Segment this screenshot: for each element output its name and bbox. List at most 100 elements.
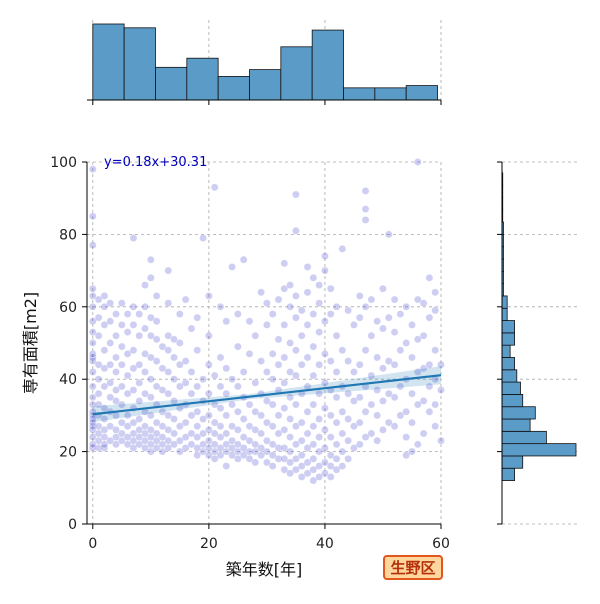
scatter-point <box>379 284 387 293</box>
scatter-point <box>390 295 399 304</box>
scatter-point <box>117 418 126 427</box>
scatter-point <box>303 429 312 438</box>
scatter-point <box>216 404 225 413</box>
scatter-point <box>112 353 120 362</box>
scatter-point <box>326 433 335 441</box>
scatter-point <box>146 331 155 340</box>
scatter-point <box>315 299 323 308</box>
scatter-point <box>228 263 236 271</box>
scatter-point <box>94 375 103 384</box>
scatter-point <box>297 473 306 481</box>
scatter-point <box>239 444 248 452</box>
scatter-point <box>321 404 329 413</box>
scatter-point <box>326 451 335 460</box>
scatter-point <box>170 415 178 423</box>
scatter-point <box>117 360 126 369</box>
scatter-point <box>146 313 155 322</box>
scatter-point <box>292 422 300 431</box>
y-tick-label: 80 <box>59 227 77 243</box>
scatter-point <box>234 342 242 351</box>
scatter-point <box>193 444 202 452</box>
scatter-point <box>245 350 254 358</box>
scatter-point <box>234 407 242 416</box>
scatter-point <box>384 357 393 365</box>
scatter-point <box>384 230 393 239</box>
marginal-y-histogram <box>501 172 577 481</box>
scatter-point <box>181 295 190 304</box>
scatter-point <box>141 422 149 431</box>
scatter-point <box>263 299 271 308</box>
x-hist-bar <box>186 57 219 101</box>
scatter-point <box>263 418 271 427</box>
scatter-point <box>384 389 393 398</box>
scatter-point <box>170 429 178 438</box>
scatter-point <box>315 473 323 481</box>
scatter-point <box>210 440 219 449</box>
scatter-point <box>321 378 329 387</box>
scatter-point <box>234 382 242 391</box>
scatter-point <box>309 400 318 409</box>
scatter-point <box>413 440 422 449</box>
y-hist-bar <box>501 369 518 383</box>
scatter-point <box>123 371 132 380</box>
scatter-point <box>117 400 126 409</box>
scatter-point <box>176 339 184 347</box>
y-tick-label: 60 <box>59 300 77 316</box>
scatter-point <box>309 476 318 485</box>
scatter-point <box>146 255 155 264</box>
scatter-point <box>100 364 109 373</box>
y-hist-bar <box>501 295 508 309</box>
scatter-point <box>425 273 434 282</box>
scatter-point <box>251 331 260 340</box>
scatter-point <box>135 378 144 387</box>
scatter-point <box>170 375 178 384</box>
scatter-point <box>251 407 260 416</box>
scatter-point <box>425 360 434 369</box>
scatter-point <box>106 299 115 308</box>
scatter-point <box>152 292 161 300</box>
regression-equation: y=0.18x+30.31 <box>104 155 207 170</box>
scatter-point <box>187 368 196 376</box>
scatter-point <box>152 335 161 344</box>
scatter-point <box>332 418 341 427</box>
scatter-point <box>419 299 428 308</box>
scatter-point <box>413 158 422 166</box>
scatter-point <box>176 422 184 431</box>
scatter-point <box>164 389 173 398</box>
scatter-point <box>402 302 411 311</box>
scatter-point <box>292 454 300 463</box>
scatter-point <box>280 465 289 474</box>
scatter-point <box>321 444 329 452</box>
scatter-point <box>286 393 294 402</box>
scatter-point <box>315 281 323 289</box>
scatter-point <box>373 317 382 326</box>
x-hist-bar <box>155 66 188 101</box>
scatter-point <box>274 360 283 369</box>
scatter-point <box>355 360 364 369</box>
scatter-point <box>100 292 109 300</box>
scatter-point <box>205 436 213 445</box>
scatter-point <box>94 422 103 431</box>
y-hist-bar <box>501 430 547 445</box>
scatter-point <box>419 364 428 373</box>
scatter-point <box>257 357 265 365</box>
scatter-point <box>408 353 416 362</box>
scatter-point <box>106 317 115 326</box>
scatter-point <box>100 426 109 434</box>
y-hist-bar <box>501 344 511 358</box>
scatter-point <box>146 426 155 434</box>
scatter-point <box>216 433 225 441</box>
scatter-point <box>257 288 265 297</box>
scatter-point <box>350 321 358 329</box>
scatter-point <box>292 313 300 322</box>
scatter-point <box>315 415 323 423</box>
x-axis-title: 築年数[年] <box>226 560 303 579</box>
scatter-point <box>326 284 335 293</box>
scatter-point <box>94 313 103 322</box>
scatter-point <box>303 288 312 297</box>
scatter-point <box>297 418 306 427</box>
scatter-point <box>129 234 138 242</box>
scatter-point <box>367 295 376 304</box>
scatter-point <box>170 335 178 344</box>
scatter-point <box>344 306 352 315</box>
